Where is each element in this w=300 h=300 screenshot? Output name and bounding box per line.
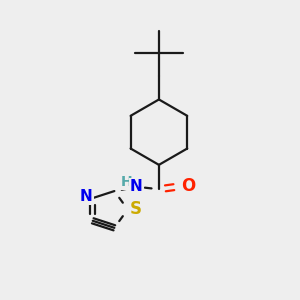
Text: H: H <box>120 175 132 188</box>
Text: N: N <box>80 189 93 204</box>
Text: N: N <box>130 179 143 194</box>
Text: O: O <box>181 177 195 195</box>
Text: S: S <box>129 200 141 218</box>
